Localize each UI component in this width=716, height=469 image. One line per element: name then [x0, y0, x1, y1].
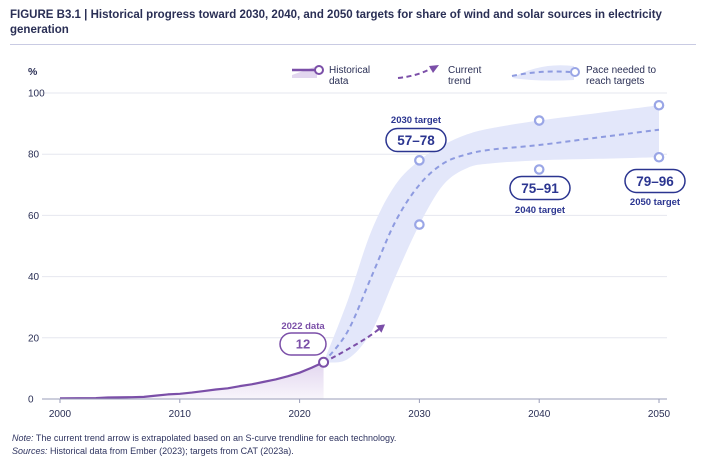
- x-tick-label-2010: 2010: [169, 409, 192, 420]
- y-tick-label-0: 0: [28, 395, 34, 406]
- legend-pace-line2: reach targets: [586, 76, 644, 87]
- legend-pace-marker: [570, 67, 580, 77]
- legend-pace-line1: Pace needed to: [586, 65, 656, 76]
- sources-label: Sources:: [12, 446, 48, 456]
- target-point-2040-75: [533, 164, 545, 175]
- annotation-2022-title: 2022 data: [281, 321, 325, 332]
- legend-current-line: [397, 67, 433, 79]
- figure-label: FIGURE B3.1 |: [10, 9, 88, 21]
- y-tick-label-20: 20: [28, 333, 40, 344]
- legend-pace-band: [512, 65, 574, 81]
- legend-current-label: Current trend: [448, 65, 482, 87]
- note-text: The current trend arrow is extrapolated …: [35, 433, 397, 443]
- y-tick-label-40: 40: [28, 272, 40, 283]
- y-tick-label-60: 60: [28, 211, 40, 222]
- figure-title: FIGURE B3.1 | Historical progress toward…: [10, 8, 700, 38]
- y-tick-label-100: 100: [28, 89, 45, 100]
- target-band: [323, 105, 659, 363]
- legend-historical-line1: Historical: [329, 65, 370, 76]
- target-point-2040-91: [533, 115, 545, 126]
- legend-pace-line: [511, 70, 571, 77]
- trend-layer: [318, 128, 660, 368]
- annotation-2030-value: 57–78: [397, 133, 435, 148]
- y-axis-label: %: [28, 66, 38, 78]
- legend-current-line2: trend: [448, 76, 471, 87]
- pace-needed-line: [322, 128, 660, 363]
- legend-layer: Historical data Current trend Pace needed to…: [292, 65, 656, 87]
- note-line: Note: The current trend arrow is extrapo…: [12, 432, 702, 445]
- legend-historical-marker: [314, 65, 324, 75]
- annotation-layer: 2022 data 12 2030 target 57–78 75–91 2040 tar…: [279, 115, 686, 356]
- legend-current-arrowhead: [429, 65, 439, 73]
- historical-end-marker: [318, 356, 330, 368]
- x-tick-label-2000: 2000: [49, 409, 72, 420]
- footnote: Note: The current trend arrow is extrapo…: [12, 432, 702, 458]
- legend-pace-label: Pace needed to reach targets: [586, 65, 656, 87]
- x-tick-label-2040: 2040: [528, 409, 551, 420]
- legend-historical-line2: data: [329, 76, 349, 87]
- annotation-2030-title: 2030 target: [391, 115, 442, 126]
- target-point-2030-57: [414, 219, 425, 230]
- annotation-2050-value: 79–96: [636, 174, 674, 189]
- annotation-2050-title: 2050 target: [630, 197, 681, 208]
- x-tick-label-2030: 2030: [408, 409, 431, 420]
- annotation-2040-title: 2040 target: [515, 205, 566, 216]
- title-divider: [10, 44, 696, 45]
- legend-historical-area: [292, 66, 317, 78]
- annotation-2022-box: [279, 332, 327, 356]
- annotation-2050-box: [624, 168, 686, 194]
- y-tick-label-80: 80: [28, 150, 40, 161]
- sources-line: Sources: Historical data from Ember (202…: [12, 445, 702, 458]
- annotation-2040-value: 75–91: [521, 181, 559, 196]
- note-label: Note:: [12, 433, 34, 443]
- current-trend-line: [323, 324, 385, 364]
- annotation-2030-box: [385, 127, 447, 153]
- target-point-2030-78: [414, 155, 425, 166]
- figure-title-text: Historical progress toward 2030, 2040, a…: [10, 9, 662, 36]
- historical-line: [59, 361, 325, 400]
- sources-text: Historical data from Ember (2023); targe…: [50, 446, 294, 456]
- target-band-layer: [323, 105, 659, 363]
- historical-layer: [59, 361, 325, 400]
- current-trend-arrowhead: [375, 324, 386, 333]
- x-tick-label-2050: 2050: [648, 409, 671, 420]
- target-points-layer: [414, 99, 665, 230]
- annotation-2022-value: 12: [296, 337, 310, 352]
- annotation-2040-box: [509, 175, 571, 201]
- target-point-2050-96: [653, 99, 665, 111]
- legend-current-line1: Current: [448, 65, 482, 76]
- legend-historical-label: Historical data: [329, 65, 370, 87]
- target-point-2050-79: [653, 151, 665, 163]
- x-tick-label-2020: 2020: [288, 409, 311, 420]
- historical-area: [60, 362, 324, 399]
